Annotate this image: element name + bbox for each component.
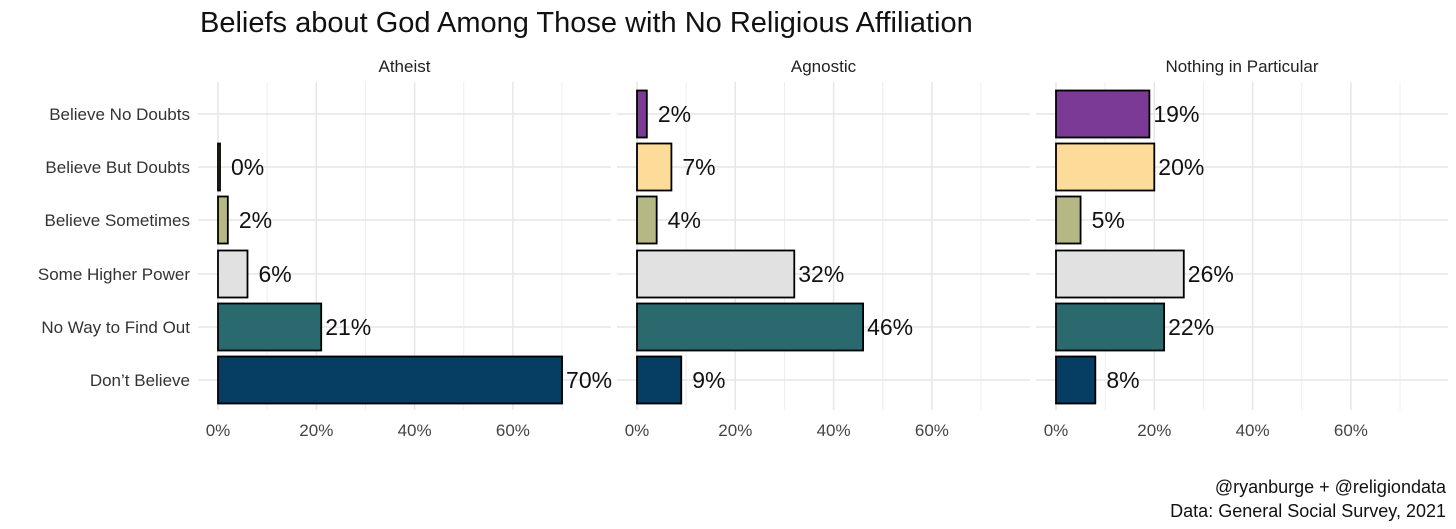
caption-source: Data: General Social Survey, 2021	[1170, 501, 1446, 521]
bar	[217, 249, 249, 299]
bar	[636, 355, 683, 405]
data-label: 2%	[658, 101, 691, 127]
x-tick-label: 40%	[398, 421, 432, 440]
bar	[636, 89, 648, 139]
data-label: 4%	[668, 207, 701, 233]
x-tick-label: 20%	[1137, 421, 1171, 440]
bar	[1055, 302, 1166, 352]
x-tick-label: 0%	[1044, 421, 1069, 440]
bar	[636, 195, 658, 245]
x-tick-label: 60%	[915, 421, 949, 440]
data-label: 26%	[1188, 261, 1234, 287]
facet-title: Atheist	[379, 57, 431, 76]
bar	[1055, 89, 1151, 139]
caption-credit: @ryanburge + @religiondata	[1215, 477, 1447, 497]
data-label: 20%	[1158, 154, 1204, 180]
x-tick-label: 20%	[718, 421, 752, 440]
bar	[1055, 355, 1097, 405]
bar	[636, 302, 864, 352]
facet-title: Agnostic	[791, 57, 857, 76]
data-label: 2%	[239, 207, 272, 233]
facet-panel: Nothing in Particular 19% 20% 5% 26% 22% 8% 0% 2…	[1036, 57, 1448, 440]
bar	[1055, 249, 1185, 299]
y-axis-label: Believe Sometimes	[44, 211, 190, 230]
facet-title: Nothing in Particular	[1165, 57, 1318, 76]
bar	[217, 302, 323, 352]
x-tick-label: 0%	[206, 421, 231, 440]
data-label: 7%	[682, 154, 715, 180]
data-label: 8%	[1106, 367, 1139, 393]
bar	[636, 142, 673, 192]
chart-title: Beliefs about God Among Those with No Re…	[200, 7, 973, 39]
bar	[217, 355, 563, 405]
data-label: 70%	[566, 367, 612, 393]
x-tick-label: 40%	[817, 421, 851, 440]
y-axis-label: Believe No Doubts	[49, 105, 190, 124]
x-tick-label: 60%	[496, 421, 530, 440]
data-label: 21%	[325, 314, 371, 340]
y-axis-label: Some Higher Power	[38, 265, 190, 284]
data-label: 6%	[258, 261, 291, 287]
x-tick-label: 40%	[1236, 421, 1270, 440]
x-tick-label: 60%	[1334, 421, 1368, 440]
data-label: 5%	[1092, 207, 1125, 233]
bar	[217, 142, 221, 192]
bar	[1055, 195, 1082, 245]
data-label: 0%	[231, 154, 264, 180]
x-tick-label: 20%	[299, 421, 333, 440]
data-label: 19%	[1153, 101, 1199, 127]
facet-panel: Agnostic 2% 7% 4% 32% 46% 9% 0% 20% 40% 60%	[617, 57, 1030, 440]
facets: Believe No Doubts Believe But Doubts Belie…	[38, 57, 1448, 440]
facet-panel: Atheist 0% 2% 6% 21% 70% 0% 20% 40% 60%	[198, 57, 612, 440]
bar	[636, 249, 796, 299]
x-tick-label: 0%	[625, 421, 650, 440]
y-axis-label: Believe But Doubts	[45, 158, 190, 177]
bar	[217, 195, 229, 245]
y-axis-label: Don’t Believe	[90, 371, 190, 390]
bar	[1055, 142, 1156, 192]
data-label: 32%	[798, 261, 844, 287]
data-label: 22%	[1168, 314, 1214, 340]
data-label: 46%	[867, 314, 913, 340]
data-label: 9%	[692, 367, 725, 393]
y-axis-label: No Way to Find Out	[41, 318, 190, 337]
